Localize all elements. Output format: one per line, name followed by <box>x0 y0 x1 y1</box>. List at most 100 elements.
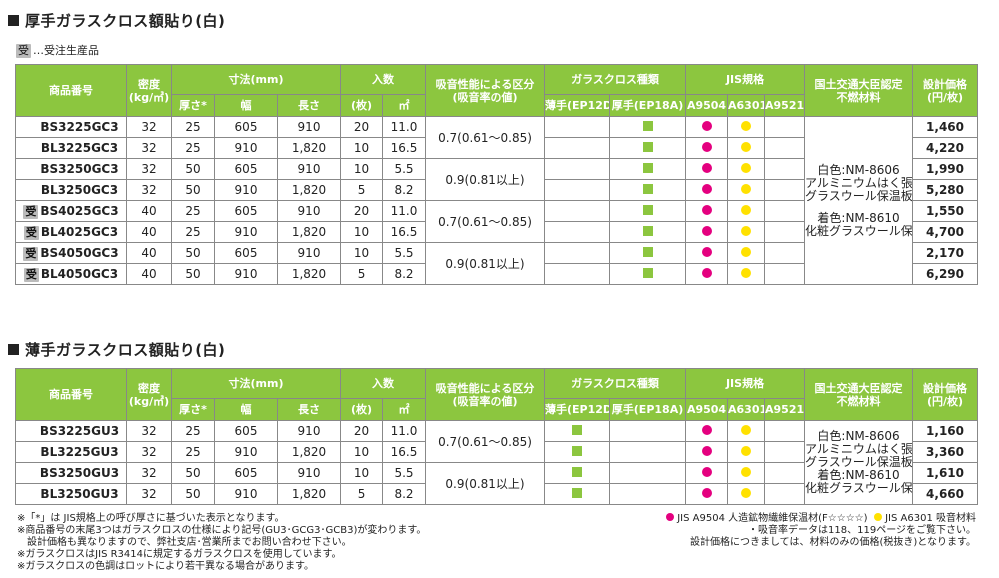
magenta-dot-icon <box>701 467 712 477</box>
green-square-icon <box>572 425 583 435</box>
header-jis-a9504: A9504 <box>685 398 729 421</box>
yellow-dot-icon <box>741 121 752 131</box>
jis-a9521-cell <box>764 200 806 222</box>
header-thin-cloth: 薄手(EP12D) <box>544 94 611 117</box>
cert-line: 着色:NM-8610 <box>817 468 900 482</box>
thick-cloth-cell <box>609 441 687 463</box>
header-thickness: 厚さ* <box>171 398 215 421</box>
price-cell: 4,660 <box>912 483 979 505</box>
jis-a9504-cell <box>685 221 729 243</box>
header-width: 幅 <box>214 94 278 117</box>
header-cloth-type: ガラスクロス種類 <box>544 64 687 95</box>
density-cell: 40 <box>126 221 172 243</box>
price-cell: 4,700 <box>912 221 979 243</box>
jis-a9521-cell <box>764 483 806 505</box>
yellow-dot-icon <box>741 446 752 456</box>
thick-cloth-cell <box>609 179 687 201</box>
jis-a6301-cell <box>727 116 766 138</box>
density-cell: 32 <box>126 158 172 180</box>
header-thickness: 厚さ* <box>171 94 215 117</box>
magenta-dot-icon <box>701 247 712 257</box>
table-row: BL3250GC3 32 50 910 1,820 5 8.2 5,280 <box>15 179 979 201</box>
header-product-code: 商品番号 <box>15 368 127 421</box>
order-badge-icon: 受 <box>23 225 39 240</box>
count-cell: 20 <box>340 200 384 222</box>
thick-cloth-cell <box>609 116 687 138</box>
table-row: BS3225GU3 32 25 605 910 20 11.0 0.7(0.61～0.85) 白… <box>15 420 979 505</box>
density-cell: 32 <box>126 179 172 201</box>
count-cell: 20 <box>340 116 384 138</box>
cert-line: 白色:NM-8606 <box>817 429 900 443</box>
density-cell: 32 <box>126 441 172 463</box>
green-square-icon <box>572 467 583 477</box>
absorption-cell: 0.9(0.81以上) <box>425 158 546 201</box>
footnote-line: ※「*」は JIS規格上の呼び厚さに基づいた表示となります。 <box>17 513 285 524</box>
thin-cloth-cell <box>544 116 611 138</box>
square-bullet-icon <box>8 344 19 355</box>
yellow-dot-icon <box>741 226 752 236</box>
absorption-cell: 0.7(0.61～0.85) <box>425 116 546 159</box>
yellow-dot-icon <box>741 205 752 215</box>
count-cell: 20 <box>340 420 384 442</box>
green-square-icon <box>572 488 583 498</box>
header-pack: 入数 <box>340 368 427 399</box>
header-absorption: 吸音性能による区分 (吸音率の値) <box>425 368 546 421</box>
section-title-thick: 厚手ガラスクロス額貼り(白) <box>8 10 225 31</box>
badge-legend: 受 …受注生産品 <box>16 44 99 58</box>
jis-a6301-cell <box>727 263 766 285</box>
thick-cloth-cell <box>609 263 687 285</box>
table-row: BL3250GU3 32 50 910 1,820 5 8.2 4,660 <box>15 483 979 505</box>
order-badge-icon: 受 <box>16 44 31 58</box>
header-price: 設計価格 (円/枚) <box>912 368 979 421</box>
footnote-line: ※ガラスクロスはJIS R3414に規定するガラスクロスを使用しています。 <box>17 549 342 560</box>
header-thick-cloth: 厚手(EP18A) <box>609 94 687 117</box>
magenta-dot-icon <box>701 425 712 435</box>
area-cell: 8.2 <box>382 263 427 285</box>
length-cell: 910 <box>276 200 342 222</box>
jis-a9504-cell <box>685 179 729 201</box>
thin-cloth-cell <box>544 462 611 484</box>
order-badge-icon: 受 <box>23 246 39 261</box>
header-jis-a9504: A9504 <box>685 94 729 117</box>
table-row: BL3225GU3 32 25 910 1,820 10 16.5 3,360 <box>15 441 979 463</box>
product-code: BL3250GU3 <box>40 487 119 501</box>
width-cell: 910 <box>214 483 278 505</box>
absorption-cell: 0.7(0.61～0.85) <box>425 420 546 463</box>
header-pack-area: ㎡ <box>382 94 427 117</box>
cert-cell: 白色:NM-8606アルミニウムはく張／グラスウール保温板着色:NM-8610化… <box>804 420 914 505</box>
price-cell: 1,990 <box>912 158 979 180</box>
count-cell: 5 <box>340 179 384 201</box>
header-thick-cloth: 厚手(EP18A) <box>609 398 687 421</box>
area-cell: 5.5 <box>382 242 427 264</box>
header-cloth-type: ガラスクロス種類 <box>544 368 687 399</box>
product-code-cell: 受 BS4050GC3 <box>15 242 127 264</box>
header-product-code: 商品番号 <box>15 64 127 117</box>
header-cert: 国土交通大臣認定 不燃材料 <box>804 64 914 117</box>
jis-a6301-cell <box>727 221 766 243</box>
thin-cloth-cell <box>544 420 611 442</box>
product-code-cell: BS3225GU3 <box>15 420 127 442</box>
thickness-cell: 50 <box>171 158 215 180</box>
density-cell: 32 <box>126 137 172 159</box>
yellow-dot-icon <box>741 142 752 152</box>
count-cell: 10 <box>340 158 384 180</box>
product-code: BS3250GU3 <box>39 466 120 480</box>
density-cell: 32 <box>126 420 172 442</box>
cert-cell: 白色:NM-8606アルミニウムはく張／グラスウール保温板着色:NM-8610化… <box>804 116 914 285</box>
price-cell: 4,220 <box>912 137 979 159</box>
count-cell: 5 <box>340 483 384 505</box>
cert-line: アルミニウムはく張／ <box>805 442 913 456</box>
product-code-cell: BL3225GU3 <box>15 441 127 463</box>
product-code: BS3225GU3 <box>39 424 120 438</box>
jis-a6301-cell <box>727 242 766 264</box>
area-cell: 11.0 <box>382 200 427 222</box>
thickness-cell: 50 <box>171 483 215 505</box>
jis-a6301-cell <box>727 179 766 201</box>
price-cell: 1,460 <box>912 116 979 138</box>
table-row: 受 BS4050GC3 40 50 605 910 10 5.5 0.9(0.81以上) 2,17… <box>15 242 979 285</box>
thin-cloth-cell <box>544 242 611 264</box>
density-cell: 40 <box>126 200 172 222</box>
green-square-icon <box>642 247 653 257</box>
area-cell: 11.0 <box>382 420 427 442</box>
length-cell: 910 <box>276 158 342 180</box>
